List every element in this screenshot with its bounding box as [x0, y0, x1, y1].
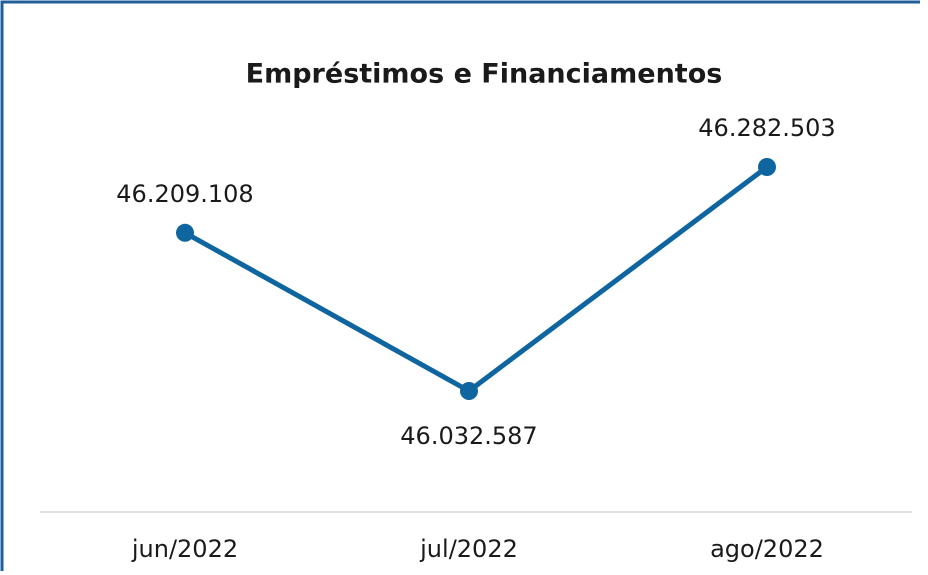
x-tick-label: jun/2022 [131, 535, 238, 563]
x-tick-label: ago/2022 [710, 535, 824, 563]
data-label: 46.032.587 [400, 422, 537, 450]
chart-title: Empréstimos e Financiamentos [246, 59, 723, 90]
marker [176, 223, 194, 242]
data-label: 46.209.108 [116, 180, 253, 208]
data-label: 46.282.503 [698, 114, 835, 142]
marker [460, 382, 478, 400]
marker [758, 158, 776, 176]
line [183, 165, 769, 394]
x-tick-label: jul/2022 [419, 535, 518, 563]
